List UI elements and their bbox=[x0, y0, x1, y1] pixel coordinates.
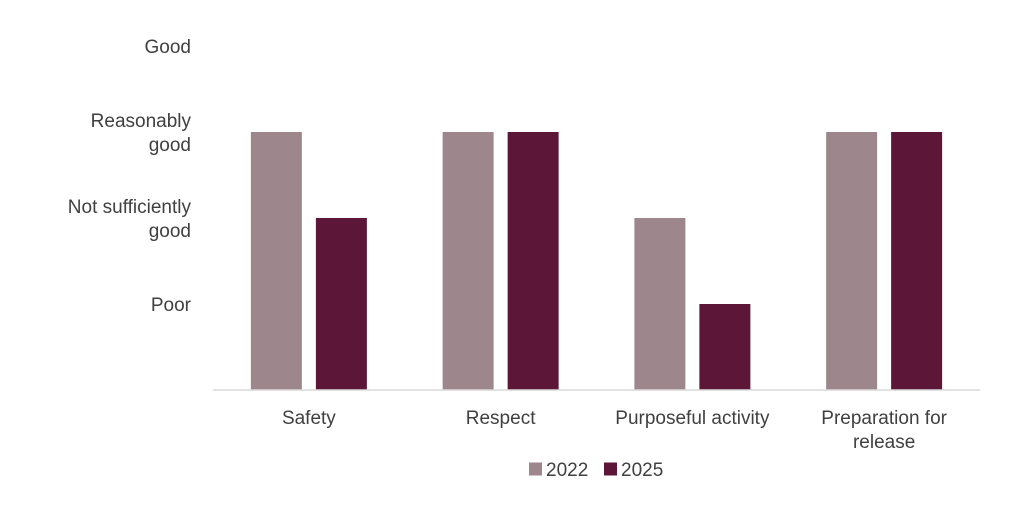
x-tick-label: Safety bbox=[282, 408, 336, 429]
bar-2022-3 bbox=[826, 132, 878, 390]
y-tick-label: Poor bbox=[151, 295, 192, 316]
bar-2025-0 bbox=[315, 218, 367, 390]
x-axis-labels: Safety Respect Purposeful activity Preparat… bbox=[282, 408, 948, 453]
bars-group bbox=[250, 132, 943, 390]
y-tick-label: good bbox=[149, 135, 191, 156]
x-tick-label: Preparation for bbox=[821, 408, 947, 429]
y-tick-label: good bbox=[149, 221, 191, 242]
legend-label: 2022 bbox=[546, 460, 588, 481]
bar-2022-1 bbox=[442, 132, 494, 390]
y-tick-label: Reasonably bbox=[91, 111, 192, 132]
legend: 2022 2025 bbox=[529, 460, 663, 481]
y-tick-label: Not sufficiently bbox=[68, 197, 192, 218]
y-tick-label: Good bbox=[145, 37, 191, 58]
x-tick-label: Purposeful activity bbox=[615, 408, 770, 429]
bar-2022-2 bbox=[634, 218, 686, 390]
x-tick-label: Respect bbox=[466, 408, 536, 429]
legend-swatch-2022 bbox=[529, 462, 542, 476]
y-axis-labels: Poor Not sufficiently good Reasonably good Go… bbox=[68, 37, 192, 316]
x-tick-label: release bbox=[853, 432, 915, 453]
bar-2025-1 bbox=[507, 132, 559, 390]
bar-2022-0 bbox=[250, 132, 302, 390]
legend-swatch-2025 bbox=[604, 462, 617, 476]
bar-2025-3 bbox=[891, 132, 943, 390]
bar-2025-2 bbox=[699, 304, 751, 390]
legend-label: 2025 bbox=[621, 460, 663, 481]
